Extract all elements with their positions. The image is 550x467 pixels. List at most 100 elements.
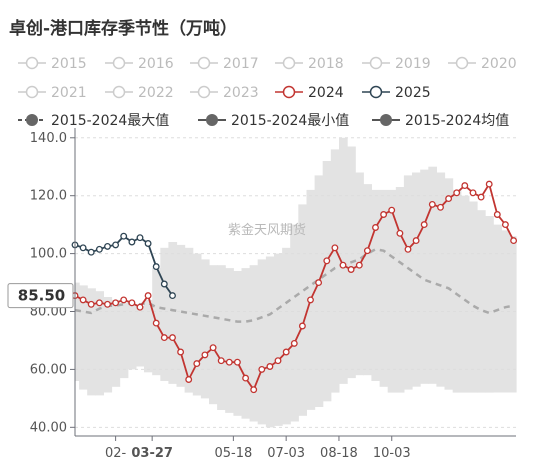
min-max-band-layer bbox=[75, 137, 517, 428]
data-point-2024[interactable] bbox=[201, 351, 209, 359]
data-point-2025[interactable] bbox=[112, 241, 120, 249]
data-point-2024[interactable] bbox=[339, 261, 347, 269]
data-point-2024[interactable] bbox=[79, 296, 87, 304]
data-point-2024[interactable] bbox=[185, 376, 193, 383]
data-point-2024[interactable] bbox=[87, 300, 95, 308]
data-point-2024[interactable] bbox=[112, 299, 120, 307]
data-point-2024[interactable] bbox=[315, 279, 323, 287]
data-point-2024[interactable] bbox=[282, 348, 290, 356]
y-tick-label: 80.00 bbox=[30, 305, 67, 320]
data-point-2024[interactable] bbox=[412, 237, 420, 245]
data-point-2024[interactable] bbox=[347, 266, 355, 273]
data-point-2024[interactable] bbox=[258, 365, 266, 373]
data-point-2024[interactable] bbox=[428, 200, 436, 208]
data-point-2024[interactable] bbox=[323, 257, 331, 265]
band-bar bbox=[387, 189, 397, 393]
legend-item-2020[interactable]: 2020 bbox=[448, 56, 517, 72]
data-point-2025[interactable] bbox=[169, 292, 176, 300]
legend-swatch-marker bbox=[206, 114, 218, 126]
x-tick-label: 02- bbox=[105, 446, 127, 461]
data-point-2024[interactable] bbox=[298, 322, 306, 330]
data-point-2025[interactable] bbox=[79, 244, 87, 252]
data-point-2024[interactable] bbox=[485, 180, 493, 188]
data-point-2024[interactable] bbox=[510, 237, 518, 245]
band-bar bbox=[241, 268, 251, 419]
grid-layer bbox=[75, 137, 516, 428]
data-point-2024[interactable] bbox=[290, 339, 298, 347]
legend-item-2023[interactable]: 2023 bbox=[190, 85, 259, 101]
data-point-2025[interactable] bbox=[128, 238, 136, 246]
legend-swatch-marker bbox=[369, 85, 383, 99]
data-point-2024[interactable] bbox=[177, 348, 185, 356]
data-point-2024[interactable] bbox=[160, 334, 168, 342]
data-point-2024[interactable] bbox=[453, 189, 461, 197]
band-bar bbox=[298, 204, 307, 416]
data-point-2025[interactable] bbox=[87, 248, 95, 256]
average-line-layer bbox=[74, 247, 514, 323]
data-point-2024[interactable] bbox=[420, 221, 428, 229]
data-point-2024[interactable] bbox=[331, 244, 339, 252]
data-point-2024[interactable] bbox=[233, 358, 241, 366]
data-point-2024[interactable] bbox=[396, 229, 404, 237]
legend-label: 2016 bbox=[138, 56, 174, 72]
data-point-2024[interactable] bbox=[266, 363, 274, 370]
data-point-2024[interactable] bbox=[169, 334, 176, 342]
x-tick-label: 05-18 bbox=[214, 446, 252, 461]
x-tick-label: 10-03 bbox=[373, 446, 411, 461]
data-point-2024[interactable] bbox=[152, 319, 160, 327]
data-point-2024[interactable] bbox=[250, 386, 258, 394]
data-point-2025[interactable] bbox=[95, 245, 103, 253]
data-point-2024[interactable] bbox=[193, 360, 201, 368]
data-point-2025[interactable] bbox=[144, 240, 152, 247]
data-point-2024[interactable] bbox=[493, 211, 501, 218]
data-point-2024[interactable] bbox=[217, 357, 225, 365]
legend-item-2015[interactable]: 2015 bbox=[18, 56, 87, 72]
data-point-2024[interactable] bbox=[274, 357, 282, 365]
data-point-2024[interactable] bbox=[128, 299, 136, 307]
data-point-2024[interactable] bbox=[363, 247, 371, 255]
legend-item-2024[interactable]: 2024 bbox=[275, 85, 344, 101]
data-point-2024[interactable] bbox=[477, 193, 485, 201]
data-point-2024[interactable] bbox=[136, 303, 144, 311]
legend-item-avg[interactable]: 2015-2024均值 bbox=[372, 113, 509, 129]
data-point-2024[interactable] bbox=[437, 203, 444, 211]
data-point-2025[interactable] bbox=[120, 232, 128, 240]
data-point-2024[interactable] bbox=[104, 300, 111, 308]
legend-item-2018[interactable]: 2018 bbox=[275, 56, 344, 72]
legend-item-max[interactable]: 2015-2024最大值 bbox=[18, 113, 169, 129]
legend-item-2019[interactable]: 2019 bbox=[362, 56, 431, 72]
data-point-2024[interactable] bbox=[307, 296, 314, 304]
data-point-2024[interactable] bbox=[461, 182, 469, 190]
current-value-marker: 85.50 bbox=[7, 283, 74, 309]
data-point-2024[interactable] bbox=[501, 221, 509, 229]
data-point-2024[interactable] bbox=[242, 374, 250, 382]
data-point-2024[interactable] bbox=[225, 358, 233, 366]
legend-item-2016[interactable]: 2016 bbox=[105, 56, 174, 72]
data-point-2024[interactable] bbox=[445, 195, 453, 203]
legend-item-min[interactable]: 2015-2024最小值 bbox=[198, 113, 349, 129]
data-point-2024[interactable] bbox=[95, 299, 103, 307]
data-point-2024[interactable] bbox=[469, 189, 477, 197]
legend-item-2025[interactable]: 2025 bbox=[362, 85, 431, 101]
legend-label: 2023 bbox=[223, 85, 259, 101]
data-point-2024[interactable] bbox=[372, 224, 379, 231]
data-point-2024[interactable] bbox=[404, 245, 412, 253]
legend-swatch-marker bbox=[25, 56, 39, 70]
legend-item-2022[interactable]: 2022 bbox=[105, 85, 174, 101]
legend-label: 2015 bbox=[51, 56, 87, 72]
current-value-label: 85.50 bbox=[18, 287, 65, 305]
data-point-2025[interactable] bbox=[136, 234, 144, 242]
data-point-2024[interactable] bbox=[209, 344, 217, 352]
band-bar bbox=[460, 195, 470, 393]
data-point-2025[interactable] bbox=[104, 242, 111, 250]
data-point-2024[interactable] bbox=[355, 261, 363, 269]
data-point-2024[interactable] bbox=[120, 296, 128, 304]
data-point-2024[interactable] bbox=[380, 211, 388, 218]
data-point-2024[interactable] bbox=[144, 292, 152, 300]
data-point-2024[interactable] bbox=[388, 206, 396, 214]
data-point-2025[interactable] bbox=[152, 263, 160, 271]
band-bar bbox=[355, 172, 364, 376]
legend-item-2017[interactable]: 2017 bbox=[190, 56, 259, 72]
data-point-2025[interactable] bbox=[160, 280, 168, 288]
legend-item-2021[interactable]: 2021 bbox=[18, 85, 87, 101]
